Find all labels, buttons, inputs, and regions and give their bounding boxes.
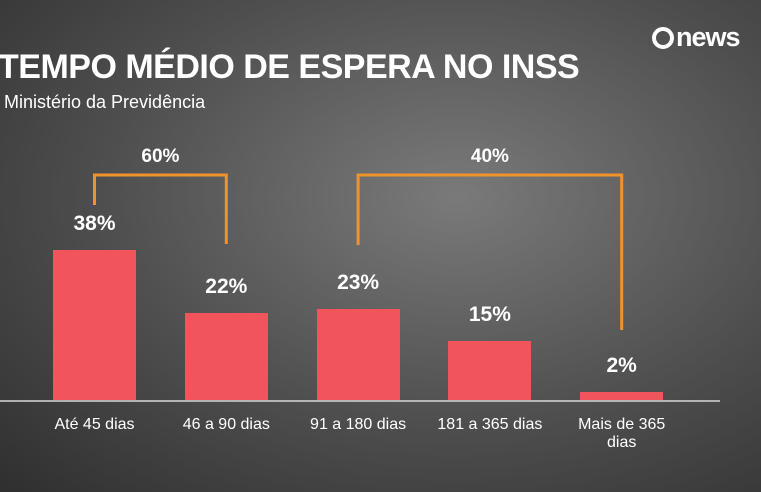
value-label: 38% — [73, 211, 116, 235]
bar — [184, 313, 268, 400]
logo-mark — [652, 27, 674, 49]
value-label: 22% — [205, 275, 248, 299]
x-tick-label: Até 45 dias — [54, 416, 135, 433]
value-label: 2% — [606, 354, 637, 378]
bar — [580, 392, 664, 400]
bracket — [93, 173, 228, 244]
bar — [53, 249, 136, 400]
chart-title: TEMPO MÉDIO DE ESPERA NO INSS — [0, 48, 580, 86]
logo: news — [676, 22, 741, 52]
bracket-label: 60% — [141, 146, 180, 167]
value-label: 15% — [468, 302, 511, 326]
value-label: 23% — [337, 271, 380, 295]
x-tick-label: 181 a 365 dias — [437, 416, 543, 433]
x-tick-label: Mais de 365 dias — [578, 416, 666, 451]
bracket — [356, 173, 624, 330]
x-tick-label: 46 a 90 dias — [182, 416, 270, 433]
bar — [448, 340, 532, 400]
chart-subtitle: Ministério da Previdência — [4, 92, 206, 112]
bar — [316, 309, 400, 400]
bracket-label: 40% — [470, 146, 509, 167]
x-tick-label: 91 a 180 dias — [310, 416, 407, 433]
